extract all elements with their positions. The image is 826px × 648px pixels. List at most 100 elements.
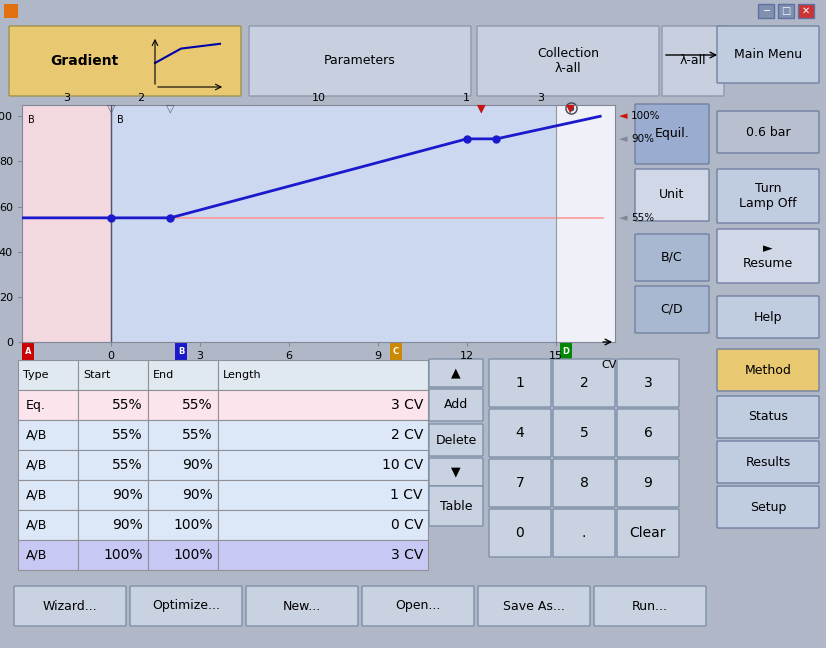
FancyBboxPatch shape: [249, 26, 471, 96]
FancyBboxPatch shape: [553, 509, 615, 557]
FancyBboxPatch shape: [78, 480, 148, 510]
FancyBboxPatch shape: [553, 359, 615, 407]
Text: 90%: 90%: [631, 134, 654, 144]
FancyBboxPatch shape: [78, 450, 148, 480]
Text: Type: Type: [23, 370, 49, 380]
FancyBboxPatch shape: [218, 450, 428, 480]
Text: 0.6 bar: 0.6 bar: [746, 126, 790, 139]
Text: End: End: [153, 370, 174, 380]
FancyBboxPatch shape: [148, 360, 218, 390]
Text: A/B: A/B: [26, 489, 47, 502]
FancyBboxPatch shape: [362, 586, 474, 626]
Text: 3 CV: 3 CV: [391, 548, 423, 562]
Text: ◄: ◄: [619, 213, 628, 223]
Text: 0: 0: [515, 526, 525, 540]
Text: 1 CV: 1 CV: [391, 488, 423, 502]
FancyBboxPatch shape: [9, 26, 241, 96]
FancyBboxPatch shape: [148, 390, 218, 420]
FancyBboxPatch shape: [560, 342, 572, 360]
Text: 90%: 90%: [183, 488, 213, 502]
FancyBboxPatch shape: [148, 480, 218, 510]
Text: ▽: ▽: [166, 104, 174, 113]
FancyBboxPatch shape: [635, 286, 709, 333]
Text: 10: 10: [311, 93, 325, 103]
FancyBboxPatch shape: [218, 510, 428, 540]
FancyBboxPatch shape: [717, 229, 819, 283]
Text: 100%: 100%: [631, 111, 661, 121]
FancyBboxPatch shape: [489, 359, 551, 407]
Text: Add: Add: [444, 399, 468, 411]
FancyBboxPatch shape: [18, 390, 78, 420]
FancyBboxPatch shape: [717, 26, 819, 83]
Text: A/B: A/B: [26, 518, 47, 531]
Text: New...: New...: [282, 599, 321, 612]
FancyBboxPatch shape: [18, 540, 78, 570]
Text: B: B: [28, 115, 35, 125]
FancyBboxPatch shape: [18, 510, 78, 540]
Text: B: B: [117, 115, 124, 125]
Text: 2: 2: [137, 93, 145, 103]
Text: 3 CV: 3 CV: [391, 398, 423, 412]
FancyBboxPatch shape: [717, 111, 819, 153]
Text: ▽: ▽: [477, 104, 486, 113]
Text: 4: 4: [515, 426, 525, 440]
Text: □: □: [781, 6, 790, 16]
Text: Turn
Lamp Off: Turn Lamp Off: [739, 182, 797, 210]
Text: ─: ─: [763, 6, 769, 16]
Text: 3: 3: [538, 93, 544, 103]
Text: Open...: Open...: [396, 599, 441, 612]
FancyBboxPatch shape: [14, 586, 126, 626]
Text: 0 CV: 0 CV: [391, 518, 423, 532]
FancyBboxPatch shape: [429, 486, 483, 526]
Text: Unit: Unit: [659, 189, 685, 202]
FancyBboxPatch shape: [246, 586, 358, 626]
FancyBboxPatch shape: [717, 486, 819, 528]
FancyBboxPatch shape: [78, 360, 148, 390]
FancyBboxPatch shape: [717, 169, 819, 223]
Text: C: C: [393, 347, 399, 356]
FancyBboxPatch shape: [429, 359, 483, 387]
Text: ◄: ◄: [619, 111, 628, 121]
FancyBboxPatch shape: [635, 169, 709, 221]
FancyBboxPatch shape: [717, 296, 819, 338]
FancyBboxPatch shape: [148, 450, 218, 480]
FancyBboxPatch shape: [429, 389, 483, 421]
Text: 55%: 55%: [183, 398, 213, 412]
Text: 8: 8: [580, 476, 588, 490]
FancyBboxPatch shape: [617, 459, 679, 507]
Text: CV: CV: [601, 360, 617, 370]
FancyBboxPatch shape: [218, 360, 428, 390]
Text: Table: Table: [439, 500, 472, 513]
FancyBboxPatch shape: [218, 420, 428, 450]
Text: 3: 3: [643, 376, 653, 390]
FancyBboxPatch shape: [18, 450, 78, 480]
FancyBboxPatch shape: [617, 359, 679, 407]
Text: A/B: A/B: [26, 548, 47, 562]
FancyBboxPatch shape: [18, 420, 78, 450]
FancyBboxPatch shape: [477, 26, 659, 96]
Text: B/C: B/C: [661, 251, 683, 264]
Text: Optimize...: Optimize...: [152, 599, 220, 612]
Text: Parameters: Parameters: [324, 54, 396, 67]
Text: Collection
λ-all: Collection λ-all: [537, 47, 599, 75]
Text: Method: Method: [744, 364, 791, 376]
FancyBboxPatch shape: [429, 458, 483, 486]
FancyBboxPatch shape: [78, 540, 148, 570]
FancyBboxPatch shape: [478, 586, 590, 626]
FancyBboxPatch shape: [148, 420, 218, 450]
FancyBboxPatch shape: [390, 342, 402, 360]
Text: Results: Results: [745, 456, 790, 469]
Text: B: B: [178, 347, 184, 356]
Text: 90%: 90%: [112, 488, 143, 502]
Text: ✕: ✕: [802, 6, 810, 16]
Text: Equil.: Equil.: [655, 128, 690, 141]
FancyBboxPatch shape: [175, 342, 187, 360]
Text: ▼: ▼: [567, 104, 575, 113]
FancyBboxPatch shape: [4, 4, 18, 18]
FancyBboxPatch shape: [489, 409, 551, 457]
Text: ▼: ▼: [451, 465, 461, 478]
FancyBboxPatch shape: [717, 349, 819, 391]
Text: 10 CV: 10 CV: [382, 458, 423, 472]
Text: A/B: A/B: [26, 428, 47, 441]
FancyBboxPatch shape: [758, 4, 774, 18]
